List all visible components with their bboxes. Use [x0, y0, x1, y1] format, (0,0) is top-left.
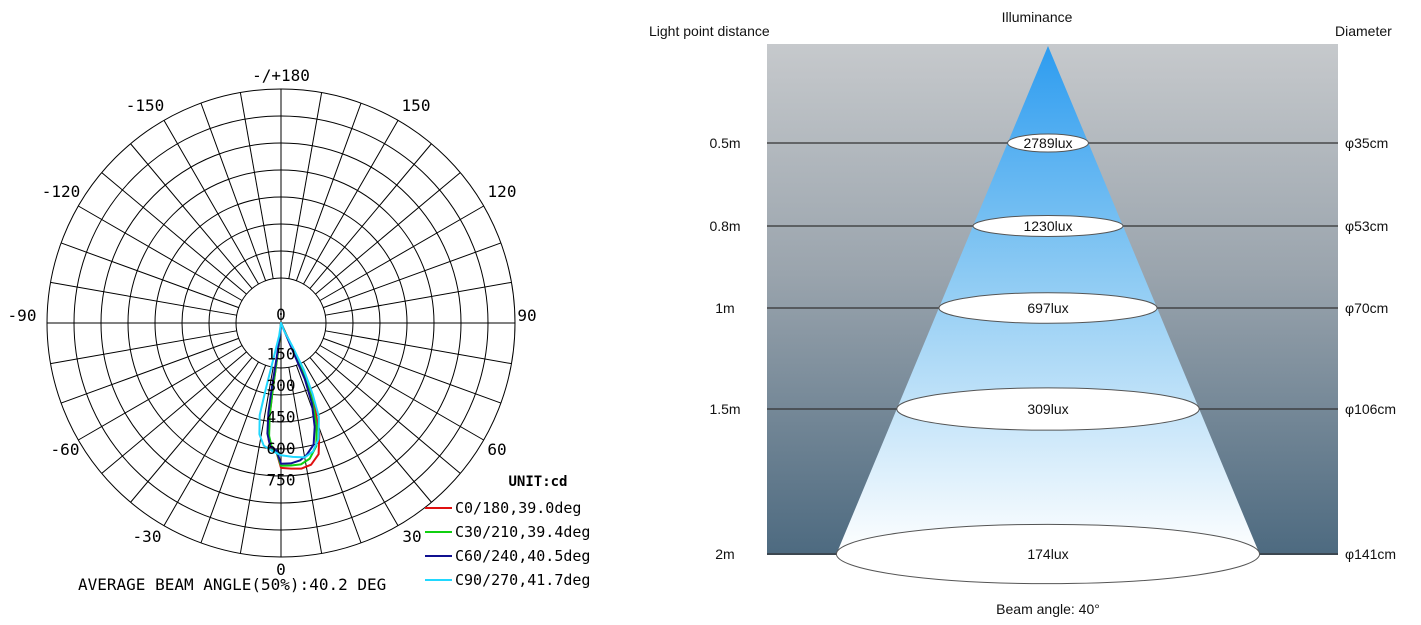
- beam-angle-label: Beam angle: 40°: [996, 601, 1100, 617]
- radial-label: 600: [267, 439, 296, 458]
- polar-spoke: [200, 102, 267, 281]
- polar-spoke: [319, 345, 484, 441]
- legend-label: C0/180,39.0deg: [455, 499, 581, 517]
- angle-label: 150: [402, 96, 431, 115]
- lux-value: 1230lux: [1023, 218, 1072, 234]
- polar-spoke: [50, 281, 237, 316]
- angle-label: -60: [51, 440, 80, 459]
- lux-ellipse: [938, 292, 1158, 324]
- distance-label: 2m: [715, 546, 734, 562]
- lux-ellipse: [1007, 133, 1089, 153]
- polar-spoke: [101, 351, 247, 474]
- polar-spoke: [239, 92, 274, 279]
- polar-spoke: [60, 242, 239, 309]
- polar-spoke: [323, 242, 502, 309]
- cone-rows: 2789lux 0.5m φ35cm 1230lux 0.8m φ53cm 697lux 1m…: [709, 133, 1396, 585]
- polar-spoke: [295, 365, 362, 544]
- distance-label: 0.8m: [709, 218, 740, 234]
- polar-spoke: [309, 143, 432, 289]
- angle-label: 30: [402, 527, 421, 546]
- legend-label: C90/270,41.7deg: [455, 571, 590, 589]
- angle-label: -120: [42, 182, 81, 201]
- diameter-label: φ35cm: [1345, 135, 1388, 151]
- polar-spoke: [50, 330, 237, 365]
- header-light-point-distance: Light point distance: [649, 23, 770, 39]
- radial-label: 450: [267, 408, 296, 427]
- header-diameter: Diameter: [1335, 23, 1392, 39]
- unit-label: UNIT:cd: [508, 474, 567, 490]
- polar-curves: [258, 322, 321, 470]
- radial-label: 0: [276, 305, 286, 324]
- polar-spoke: [130, 143, 253, 289]
- diameter-label: φ106cm: [1345, 401, 1396, 417]
- legend: C0/180,39.0deg C30/210,39.4deg C60/240,40.…: [425, 499, 590, 589]
- lux-value: 174lux: [1027, 546, 1068, 562]
- polar-spoke: [101, 172, 247, 295]
- polar-spoke: [78, 345, 243, 441]
- polar-spoke: [315, 351, 461, 474]
- radial-label: 150: [267, 345, 296, 364]
- angle-label: 120: [488, 182, 517, 201]
- angle-label: -90: [8, 306, 37, 325]
- lux-value: 2789lux: [1023, 135, 1072, 151]
- angle-label: -/+180: [252, 66, 310, 85]
- header-illuminance: Illuminance: [1002, 9, 1073, 25]
- legend-label: C30/210,39.4deg: [455, 523, 590, 541]
- lux-ellipse: [896, 387, 1200, 431]
- polar-spoke: [309, 357, 432, 503]
- polar-spoke: [303, 120, 399, 285]
- polar-spoke: [288, 92, 323, 279]
- polar-spoke: [163, 120, 259, 285]
- angle-label: -30: [133, 527, 162, 546]
- polar-spoke: [288, 367, 323, 554]
- polar-spoke: [130, 357, 253, 503]
- lux-value: 309lux: [1027, 401, 1068, 417]
- polar-spoke: [323, 337, 502, 404]
- lux-ellipse: [972, 215, 1124, 237]
- series-curve: [258, 322, 320, 459]
- polar-spoke: [78, 205, 243, 301]
- polar-spoke: [295, 102, 362, 281]
- legend-label: C60/240,40.5deg: [455, 547, 590, 565]
- polar-spoke: [163, 361, 259, 526]
- polar-candela-diagram: -/+180 150 -150 120 -120 90 -90 60 -60 30 -30 0 0 150…: [8, 66, 591, 594]
- angle-label: 0: [276, 560, 286, 579]
- average-beam-angle: AVERAGE BEAM ANGLE(50%):40.2 DEG: [78, 575, 386, 594]
- polar-labels: -/+180 150 -150 120 -120 90 -90 60 -60 30 -30 0 0 150…: [8, 66, 537, 579]
- angle-label: -150: [126, 96, 165, 115]
- polar-spoke: [303, 361, 399, 526]
- lux-value: 697lux: [1027, 300, 1068, 316]
- polar-spoke: [239, 367, 274, 554]
- polar-spoke: [319, 205, 484, 301]
- illuminance-cone-diagram: Light point distance Illuminance Diamete…: [649, 9, 1396, 617]
- diameter-label: φ70cm: [1345, 300, 1388, 316]
- radial-label: 300: [267, 376, 296, 395]
- radial-label: 750: [267, 471, 296, 490]
- distance-label: 0.5m: [709, 135, 740, 151]
- distance-label: 1m: [715, 300, 734, 316]
- polar-spoke: [60, 337, 239, 404]
- angle-label: 90: [517, 306, 536, 325]
- polar-spoke: [325, 281, 512, 316]
- polar-spoke: [315, 172, 461, 295]
- lux-ellipse: [835, 523, 1261, 585]
- diameter-label: φ53cm: [1345, 218, 1388, 234]
- polar-spoke: [325, 330, 512, 365]
- angle-label: 60: [487, 440, 506, 459]
- diameter-label: φ141cm: [1345, 546, 1396, 562]
- polar-spoke: [200, 365, 267, 544]
- distance-label: 1.5m: [709, 401, 740, 417]
- polar-grid: [46, 88, 516, 558]
